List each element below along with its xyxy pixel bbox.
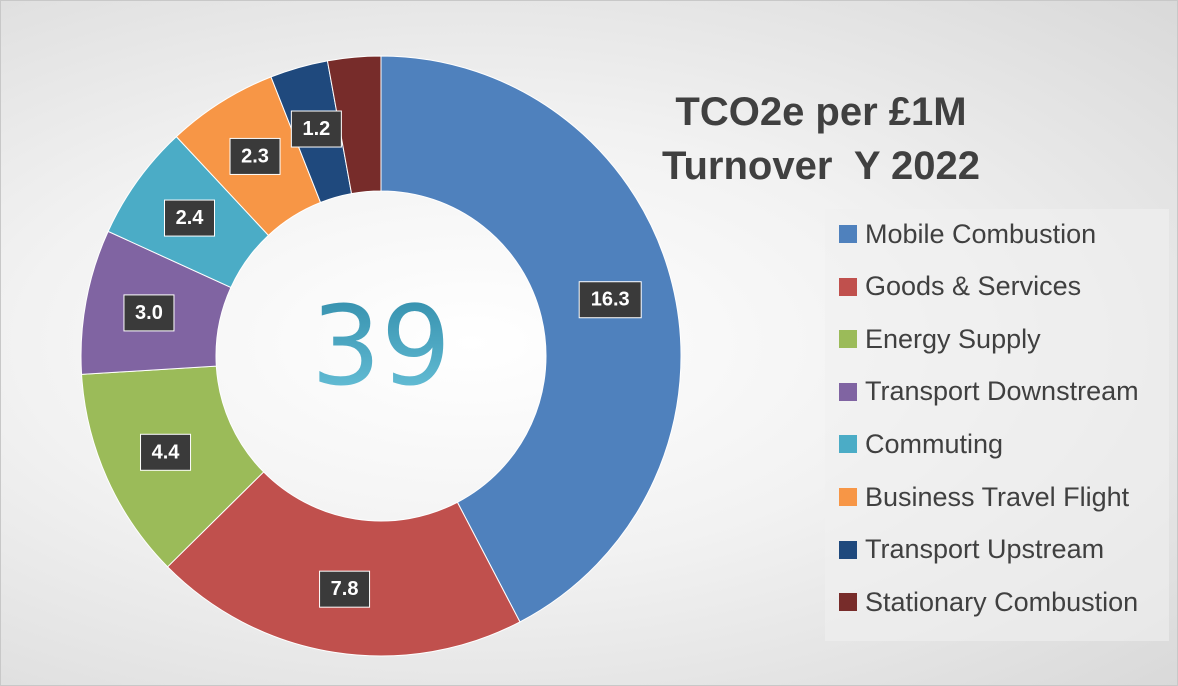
legend-item: Transport Downstream bbox=[839, 376, 1139, 407]
legend: Mobile Combustion Goods & Services Energy … bbox=[825, 209, 1169, 641]
legend-swatch bbox=[839, 435, 857, 454]
data-label: 2.4 bbox=[176, 207, 205, 229]
legend-swatch bbox=[839, 277, 857, 296]
legend-item: Stationary Combustion bbox=[839, 587, 1138, 617]
legend-label: Energy Supply bbox=[865, 323, 1041, 354]
donut-slice bbox=[166, 471, 521, 657]
data-label: 3.0 bbox=[135, 302, 163, 324]
legend-swatch bbox=[839, 225, 857, 243]
data-label: 2.3 bbox=[241, 145, 269, 167]
legend-item: Commuting bbox=[839, 429, 1003, 459]
data-label: 16.3 bbox=[591, 289, 630, 311]
data-label: 7.8 bbox=[331, 578, 359, 600]
data-label-box bbox=[578, 281, 642, 319]
legend-swatch bbox=[839, 330, 857, 349]
legend-label: Business Travel Flight bbox=[865, 481, 1130, 512]
legend-swatch bbox=[839, 540, 857, 559]
legend-item: Transport Upstream bbox=[839, 534, 1105, 565]
legend-label: Commuting bbox=[865, 428, 1004, 459]
data-label-box bbox=[290, 110, 342, 148]
chart-title: TCO2e per £1M Turnover Y 2022 bbox=[662, 90, 980, 188]
legend-item: Energy Supply bbox=[839, 324, 1041, 354]
data-label-box bbox=[164, 199, 216, 237]
data-label-box bbox=[229, 137, 281, 175]
data-label: 4.4 bbox=[152, 441, 181, 463]
data-label-box bbox=[140, 433, 192, 471]
legend-label: Transport Downstream bbox=[865, 376, 1139, 407]
legend-label: Transport Upstream bbox=[865, 534, 1105, 565]
data-label-box bbox=[319, 570, 371, 608]
donut-slice bbox=[326, 55, 382, 195]
donut-slice bbox=[380, 55, 682, 623]
legend-item: Mobile Combustion bbox=[839, 219, 1096, 249]
legend-swatch bbox=[839, 488, 857, 506]
legend-item: Business Travel Flight bbox=[839, 482, 1129, 512]
legend-swatch bbox=[839, 382, 857, 401]
legend-label: Stationary Combustion bbox=[865, 586, 1139, 617]
legend-label: Mobile Combustion bbox=[865, 218, 1097, 249]
legend-swatch bbox=[839, 593, 857, 612]
legend-item: Goods & Services bbox=[839, 271, 1082, 302]
data-label-box bbox=[123, 294, 175, 332]
legend-label: Goods & Services bbox=[865, 271, 1082, 302]
center-value: 39 bbox=[311, 282, 451, 410]
data-label: 1.2 bbox=[302, 118, 330, 140]
